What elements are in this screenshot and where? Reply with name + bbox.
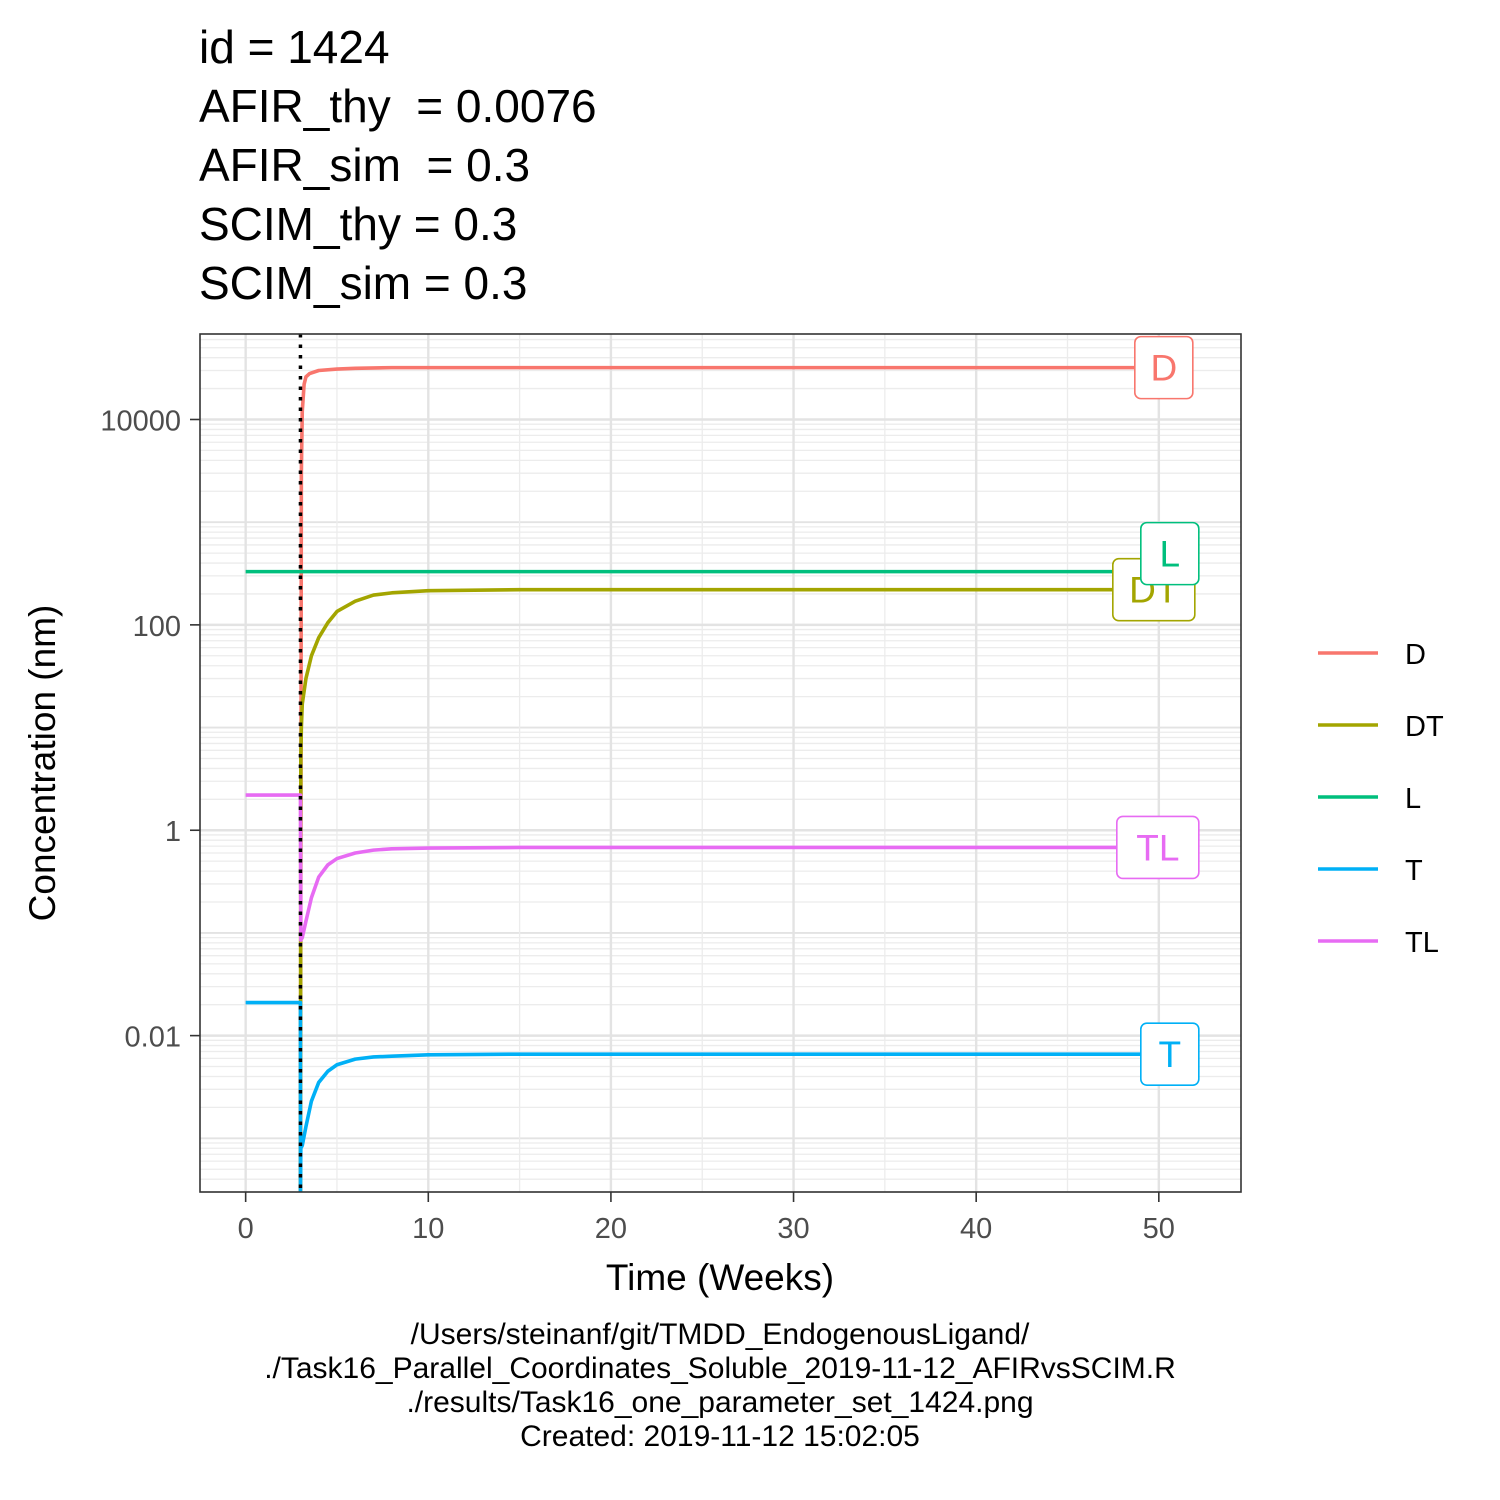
legend-item-dt: DT (1318, 711, 1444, 743)
y-tick-label: 100 (133, 611, 181, 643)
legend-label: TL (1405, 927, 1439, 959)
end-label-box (1134, 335, 1194, 400)
legend-label: T (1405, 855, 1423, 887)
caption-line-output: ./results/Task16_one_parameter_set_1424.… (406, 1386, 1034, 1419)
end-label-text: L (1160, 534, 1181, 575)
x-tick-label: 10 (412, 1213, 444, 1245)
x-axis-title: Time (Weeks) (606, 1257, 834, 1298)
caption-line-repo: /Users/steinanf/git/TMDD_EndogenousLigan… (410, 1318, 1030, 1351)
x-tick-label: 0 (238, 1213, 254, 1245)
x-tick-label: 50 (1143, 1213, 1175, 1245)
caption-line-script: ./Task16_Parallel_Coordinates_Soluble_20… (264, 1352, 1176, 1385)
legend-item-d: D (1318, 639, 1426, 671)
y-tick-label: 0.01 (125, 1022, 181, 1054)
end-label-text: D (1150, 348, 1177, 389)
series-line-t (245, 1000, 1159, 1192)
legend-label: DT (1405, 711, 1444, 743)
title-line-afir-thy: AFIR_thy = 0.0076 (199, 80, 597, 132)
title-line-id: id = 1424 (199, 21, 390, 73)
y-tick-label: 1 (165, 816, 181, 848)
series-line-tl (245, 793, 1159, 942)
y-tick-label: 10000 (100, 405, 181, 437)
end-label-box (1140, 521, 1200, 586)
caption-line-created: Created: 2019-11-12 15:02:05 (520, 1420, 920, 1453)
end-label-l: L (1140, 521, 1200, 586)
end-label-box (1140, 1022, 1200, 1086)
chart-title: id = 1424 AFIR_thy = 0.0076 AFIR_sim = 0… (199, 18, 597, 313)
legend-item-l: L (1318, 783, 1421, 815)
end-label-t: T (1140, 1022, 1200, 1086)
y-axis-title: Concentration (nm) (22, 605, 63, 922)
legend-label: L (1405, 783, 1421, 815)
end-label-text: TL (1136, 827, 1179, 868)
end-label-box (1116, 815, 1200, 880)
axes: 0 10 20 30 40 50 10000 100 1 0.01 (100, 405, 1175, 1245)
end-label-d: D (1134, 335, 1194, 400)
series-lines (245, 365, 1159, 1192)
legend: D DT L T TL (1318, 639, 1444, 959)
end-label-tl: TL (1116, 815, 1200, 880)
series-line-d (298, 365, 1159, 1192)
x-tick-label: 40 (960, 1213, 992, 1245)
legend-label: D (1405, 639, 1426, 671)
caption: /Users/steinanf/git/TMDD_EndogenousLigan… (0, 1318, 1440, 1454)
x-tick-label: 30 (777, 1213, 809, 1245)
legend-item-tl: TL (1318, 927, 1439, 959)
title-line-scim-sim: SCIM_sim = 0.3 (199, 257, 528, 309)
legend-item-t: T (1318, 855, 1423, 887)
end-label-text: T (1159, 1034, 1182, 1075)
x-tick-label: 20 (595, 1213, 627, 1245)
title-line-scim-thy: SCIM_thy = 0.3 (199, 198, 518, 250)
title-line-afir-sim: AFIR_sim = 0.3 (199, 139, 531, 191)
series-line-dt (298, 587, 1159, 1192)
plot-panel-border (199, 333, 1242, 1193)
grid (200, 334, 1241, 1193)
